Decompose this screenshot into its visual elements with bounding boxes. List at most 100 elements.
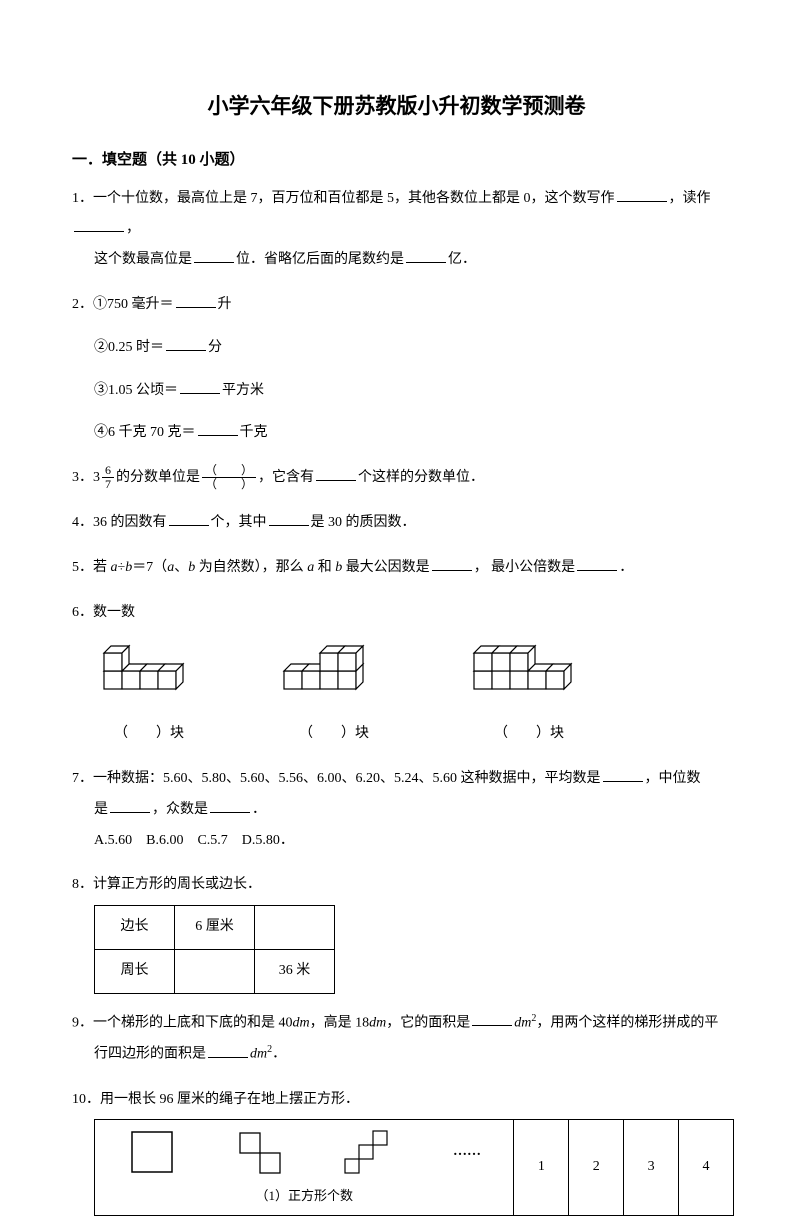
q6-num: 6．	[72, 605, 93, 620]
q7-t3: 是	[94, 802, 108, 817]
q8-num: 8．	[72, 877, 93, 892]
q5-t8: ， 最小公倍数是	[474, 560, 576, 575]
blank[interactable]	[194, 246, 234, 263]
unit-dm2: dm	[250, 1047, 267, 1062]
q7-opts: A.5.60 B.6.00 C.5.7 D.5.80．	[94, 833, 294, 848]
cube-figure-1: （ ）块	[94, 636, 204, 750]
blank[interactable]	[169, 509, 209, 526]
q10-t: 用一根长 96 厘米的绳子在地上摆正方形．	[100, 1092, 359, 1107]
cell[interactable]	[255, 906, 335, 950]
cube-figure-2: （ ）块	[274, 636, 394, 750]
cell: 6 厘米	[175, 906, 255, 950]
cell: 4	[679, 1120, 734, 1216]
q9-num: 9．	[72, 1015, 93, 1030]
question-5: 5．若 a÷b＝7（a、b 为自然数），那么 a 和 b 最大公因数是， 最小公…	[72, 553, 721, 584]
q1-t6: 亿．	[448, 252, 476, 267]
square-1-icon	[127, 1127, 177, 1177]
unit-dm2: dm	[514, 1015, 531, 1030]
fraction-blank[interactable]: （ ）（ ）	[202, 464, 256, 491]
q2-cu: 平方米	[222, 383, 264, 398]
blank[interactable]	[208, 1041, 248, 1058]
q5-t7: 最大公因数是	[342, 560, 430, 575]
q5-t9: ．	[619, 560, 633, 575]
cell: 1	[514, 1120, 569, 1216]
unit-dm: dm	[369, 1015, 386, 1030]
blank[interactable]	[166, 334, 206, 351]
q1-t5: 位．省略亿后面的尾数约是	[236, 252, 404, 267]
unit: 块	[550, 726, 564, 741]
q3-t1: 3	[93, 470, 100, 485]
blank[interactable]	[269, 509, 309, 526]
blank[interactable]	[472, 1010, 512, 1027]
q5-t4: 、	[174, 560, 188, 575]
blank[interactable]	[406, 246, 446, 263]
q1-t2: ，读作	[669, 191, 711, 206]
q9-t5: 行四边形的面积是	[94, 1047, 206, 1062]
q2-du: 千克	[240, 425, 268, 440]
blank[interactable]	[176, 291, 216, 308]
q5-t3: ＝7（	[132, 560, 167, 575]
q4-t1: 36 的因数有	[93, 515, 167, 530]
section-header: 一．填空题（共 10 小题）	[72, 148, 721, 172]
var-a: a	[111, 560, 118, 575]
q5-t6: 和	[314, 560, 335, 575]
cell[interactable]	[175, 949, 255, 993]
q7-t1: 一种数据：5.60、5.80、5.60、5.56、6.00、6.20、5.24、…	[93, 771, 601, 786]
blank[interactable]	[577, 554, 617, 571]
page-title: 小学六年级下册苏教版小升初数学预测卷	[72, 90, 721, 124]
blank[interactable]	[74, 216, 124, 233]
question-10: 10．用一根长 96 厘米的绳子在地上摆正方形． …… （	[72, 1085, 721, 1216]
question-1: 1．一个十位数，最高位上是 7，百万位和百位都是 5，其他各数位上都是 0，这个…	[72, 184, 721, 276]
q3-t4: 个这样的分数单位．	[358, 470, 484, 485]
q6-t: 数一数	[93, 605, 135, 620]
q1-t3: ，	[126, 221, 140, 236]
q2-bu: 分	[208, 340, 222, 355]
blank[interactable]	[432, 554, 472, 571]
cell: 3	[624, 1120, 679, 1216]
q2-num: 2．	[72, 297, 93, 312]
q1-t4: 这个数最高位是	[94, 252, 192, 267]
cell: 36 米	[255, 949, 335, 993]
cell: 边长	[95, 906, 175, 950]
q2-b: ②0.25 时＝	[94, 340, 164, 355]
q9-t3: ，它的面积是	[386, 1015, 470, 1030]
blank[interactable]	[316, 464, 356, 481]
q2-au: 升	[218, 297, 232, 312]
q8-t: 计算正方形的周长或边长．	[93, 877, 261, 892]
q9-t6: ．	[272, 1047, 286, 1062]
question-9: 9．一个梯形的上底和下底的和是 40dm，高是 18dm，它的面积是dm2，用两…	[72, 1008, 721, 1071]
q7-t5: ．	[252, 802, 266, 817]
cell: 周长	[95, 949, 175, 993]
q5-t5: 为自然数），那么	[195, 560, 307, 575]
blank[interactable]	[210, 796, 250, 813]
q1-num: 1．	[72, 191, 93, 206]
q4-t3: 是 30 的质因数．	[311, 515, 416, 530]
squares-cell: …… （1）正方形个数	[95, 1120, 514, 1216]
cell: 2	[569, 1120, 624, 1216]
q7-t4: ，众数是	[152, 802, 208, 817]
q10-caption: （1）正方形个数	[99, 1182, 509, 1211]
dots: ……	[453, 1137, 481, 1168]
blank[interactable]	[110, 796, 150, 813]
question-2: 2．①750 毫升＝ 升 ②0.25 时＝ 分 ③1.05 公顷＝ 平方米 ④6 千克…	[72, 290, 721, 449]
q3-t3: ，它含有	[258, 470, 314, 485]
blank[interactable]	[180, 377, 220, 394]
frac-den: （ ）	[202, 478, 256, 491]
question-3: 3．367的分数单位是（ ）（ ），它含有个这样的分数单位．	[72, 463, 721, 494]
q2-c: ③1.05 公顷＝	[94, 383, 178, 398]
unit: 块	[170, 726, 184, 741]
q3-t2: 的分数单位是	[116, 470, 200, 485]
blank[interactable]	[617, 185, 667, 202]
square-2-icon	[234, 1127, 284, 1177]
unit-dm: dm	[293, 1015, 310, 1030]
q9-t4: ，用两个这样的梯形拼成的平	[536, 1015, 718, 1030]
q4-num: 4．	[72, 515, 93, 530]
q10-table: …… （1）正方形个数 1 2 3 4	[94, 1119, 734, 1216]
q2-a: ①750 毫升＝	[93, 297, 174, 312]
blank[interactable]	[198, 420, 238, 437]
frac-den: 7	[102, 478, 114, 491]
q2-d: ④6 千克 70 克＝	[94, 425, 196, 440]
frac-num: 6	[102, 464, 114, 478]
blank[interactable]	[603, 765, 643, 782]
q7-num: 7．	[72, 771, 93, 786]
